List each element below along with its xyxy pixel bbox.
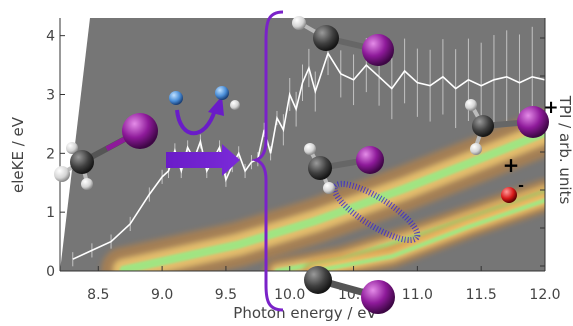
- bottom-molecule: [304, 266, 395, 314]
- x-tick-label: 10.0: [274, 287, 305, 303]
- x-tick-label: 11.5: [466, 287, 497, 303]
- right-arrow: [166, 144, 240, 176]
- curved-arrow: [175, 109, 217, 136]
- x-tick-label: 11.0: [402, 287, 433, 303]
- ammonia-fragment-right: [215, 86, 240, 110]
- methyl-iodide-molecule: [54, 113, 158, 190]
- plot-background: [60, 18, 545, 271]
- x-tick-label: 8.5: [87, 287, 109, 303]
- y-tick-label: 4: [46, 29, 55, 45]
- heatmap-band-0-core: [119, 128, 545, 271]
- right-axis-label: TPI / arb. units: [556, 95, 573, 205]
- y-axis-label: eleKE / eV: [9, 116, 27, 193]
- right-cation-molecule: [465, 99, 549, 155]
- y-tick-label: 2: [46, 146, 55, 162]
- x-tick-label: 12.0: [529, 287, 560, 303]
- x-axis-label: Photon energy / eV: [233, 304, 377, 322]
- y-tick-label: 3: [46, 87, 55, 103]
- curly-brace: [251, 10, 284, 312]
- electron: [501, 187, 517, 203]
- top-molecule: [292, 16, 394, 66]
- cation-plus-sign-top: +: [543, 97, 558, 118]
- heatmap-band-2-core: [313, 198, 545, 271]
- curved-arrow-head: [208, 96, 224, 116]
- cation-plus-sign-bottom: +: [503, 153, 520, 177]
- ammonia-fragment-left: [169, 91, 183, 105]
- illustration: [54, 10, 549, 314]
- x-tick-label: 9.5: [215, 287, 237, 303]
- electron-minus-sign: -: [518, 178, 524, 194]
- axes: [59, 18, 546, 272]
- middle-molecule: [304, 143, 421, 244]
- y-tick-label: 0: [46, 264, 55, 280]
- y-tick-label: 1: [46, 205, 55, 221]
- x-tick-label: 9.0: [151, 287, 173, 303]
